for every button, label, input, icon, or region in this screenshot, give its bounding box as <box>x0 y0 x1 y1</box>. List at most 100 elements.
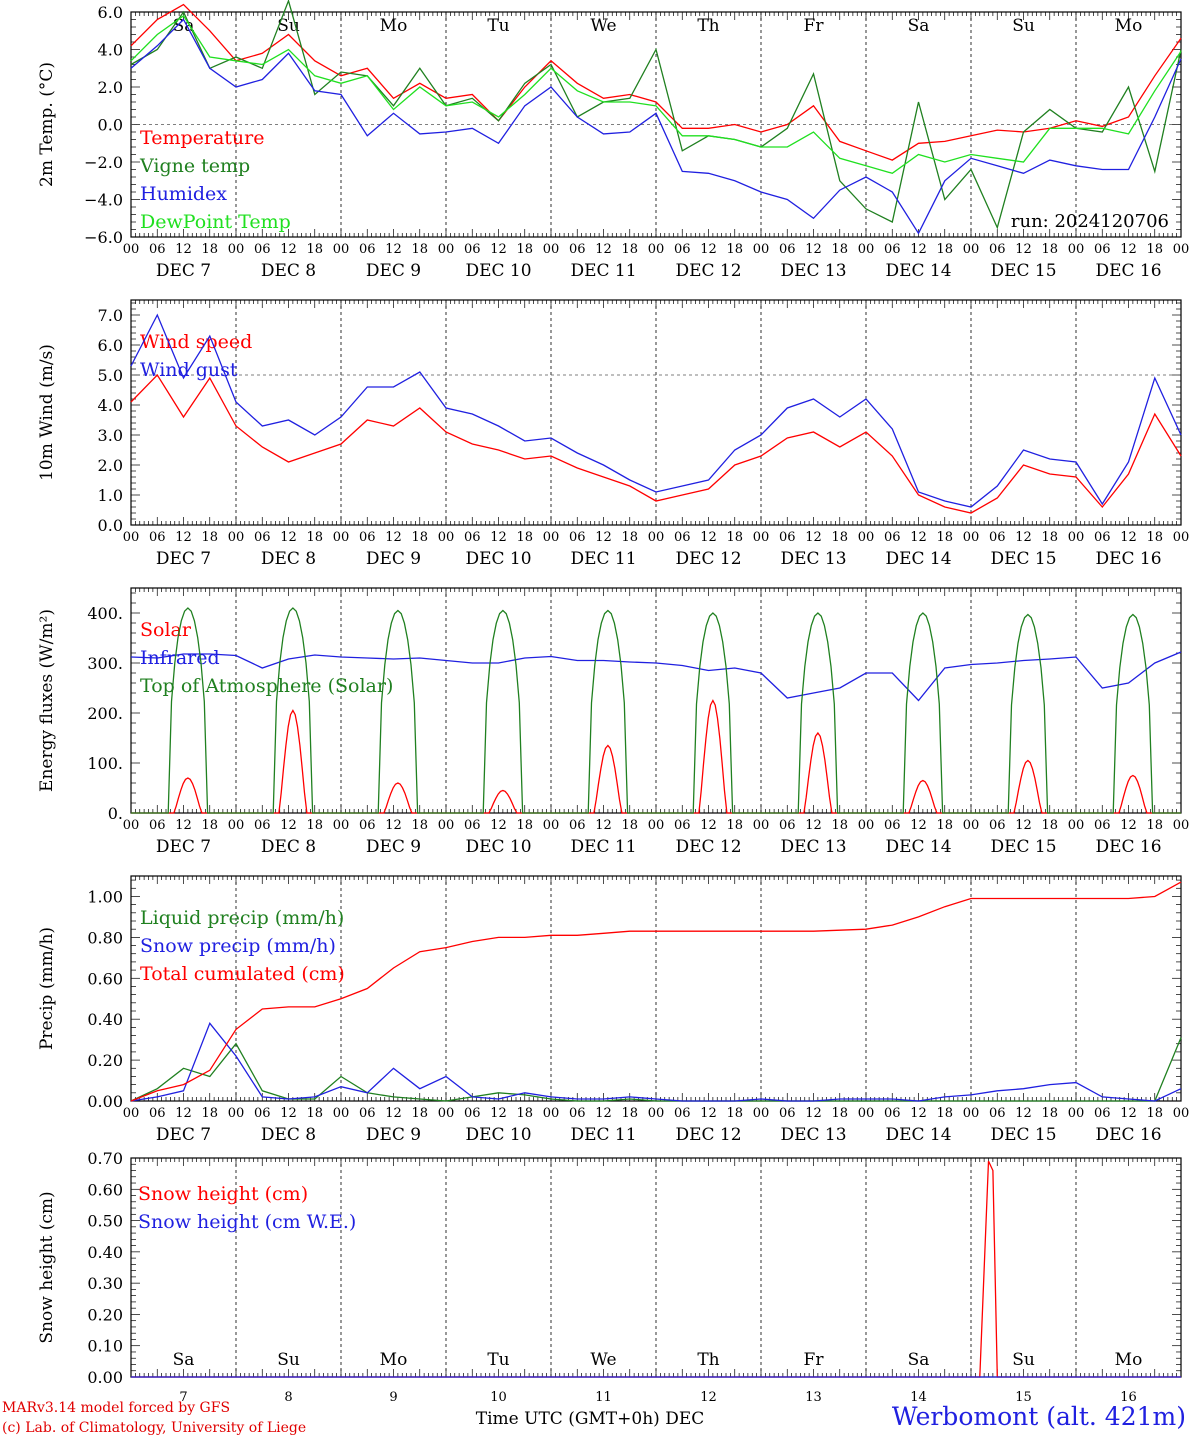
y-axis-label: 10m Wind (m/s) <box>37 344 57 481</box>
hour-tick-label: 06 <box>149 1106 166 1121</box>
hour-tick-label: 06 <box>149 242 166 257</box>
y-tick-label: 0.00 <box>87 1368 123 1387</box>
legend-entry: Snow height (cm W.E.) <box>138 1211 356 1233</box>
hour-tick-label: 12 <box>385 1106 402 1121</box>
series-line <box>130 313 1182 508</box>
hour-tick-label: 06 <box>359 1106 376 1121</box>
hour-tick-label: 06 <box>464 530 481 545</box>
hour-tick-label: 12 <box>1015 242 1032 257</box>
weekday-label: Sa <box>908 1350 930 1370</box>
hour-tick-label: 06 <box>254 530 271 545</box>
hour-tick-label: 12 <box>700 1106 717 1121</box>
series-line <box>130 18 1182 235</box>
hour-tick-label: 06 <box>569 818 586 833</box>
hour-tick-label: 06 <box>779 818 796 833</box>
hour-tick-label: 00 <box>648 530 665 545</box>
y-tick-label: 3.0 <box>98 426 123 445</box>
date-label: DEC 11 <box>570 549 636 569</box>
hour-tick-label: 00 <box>963 818 980 833</box>
hour-tick-label: 00 <box>438 818 455 833</box>
legend-entry: Snow precip (mm/h) <box>140 935 336 957</box>
y-tick-label: 6.0 <box>98 3 123 22</box>
date-label: DEC 10 <box>465 261 531 281</box>
model-credit: MARv3.14 model forced by GFS <box>2 1400 231 1416</box>
date-label: DEC 14 <box>885 1125 951 1145</box>
date-label: DEC 8 <box>261 549 316 569</box>
hour-tick-label: 00 <box>123 1106 140 1121</box>
hour-tick-label: 00 <box>963 242 980 257</box>
date-label: DEC 13 <box>780 549 846 569</box>
hour-tick-label: 06 <box>254 1106 271 1121</box>
legend-entry: Top of Atmosphere (Solar) <box>140 675 393 697</box>
series-line <box>130 651 1182 702</box>
day-number-label: 9 <box>389 1390 397 1405</box>
date-label: DEC 14 <box>885 549 951 569</box>
hour-tick-label: 18 <box>1041 1106 1058 1121</box>
hour-tick-label: 12 <box>805 530 822 545</box>
hour-tick-label: 06 <box>1094 818 1111 833</box>
date-label: DEC 16 <box>1095 837 1161 857</box>
y-tick-label: 1.0 <box>98 486 123 505</box>
hour-tick-label: 18 <box>936 1106 953 1121</box>
hour-tick-label: 06 <box>464 818 481 833</box>
hour-tick-label: 18 <box>621 242 638 257</box>
hour-tick-label: 06 <box>884 242 901 257</box>
weekday-label: Th <box>697 1350 719 1370</box>
date-label: DEC 12 <box>675 549 741 569</box>
date-label: DEC 12 <box>675 1125 741 1145</box>
hour-tick-label: 00 <box>858 1106 875 1121</box>
hour-tick-label: 18 <box>831 530 848 545</box>
hour-tick-label: 18 <box>621 818 638 833</box>
weekday-label: Sa <box>173 16 195 36</box>
hour-tick-label: 00 <box>858 530 875 545</box>
hour-tick-label: 18 <box>936 818 953 833</box>
y-tick-label: 0.10 <box>87 1337 123 1356</box>
date-label: DEC 13 <box>780 1125 846 1145</box>
hour-tick-label: 12 <box>280 530 297 545</box>
hour-tick-label: 18 <box>411 530 428 545</box>
y-tick-label: 400. <box>87 604 123 623</box>
y-tick-label: −2.0 <box>84 153 123 172</box>
hour-tick-label: 18 <box>411 818 428 833</box>
date-label: DEC 11 <box>570 261 636 281</box>
hour-tick-label: 06 <box>254 818 271 833</box>
date-label: DEC 16 <box>1095 261 1161 281</box>
hour-tick-label: 00 <box>333 1106 350 1121</box>
y-tick-label: 0.40 <box>87 1243 123 1262</box>
hour-tick-label: 12 <box>595 242 612 257</box>
series-line <box>130 373 1182 514</box>
date-label: DEC 7 <box>156 837 211 857</box>
hour-tick-label: 00 <box>228 1106 245 1121</box>
hour-tick-label: 18 <box>621 530 638 545</box>
hour-tick-label: 18 <box>201 1106 218 1121</box>
day-number-label: 14 <box>910 1390 927 1405</box>
legend-entry: Snow height (cm) <box>138 1183 308 1205</box>
hour-tick-label: 00 <box>963 530 980 545</box>
hour-tick-label: 18 <box>306 1106 323 1121</box>
hour-tick-label: 12 <box>1015 1106 1032 1121</box>
hour-tick-label: 06 <box>989 818 1006 833</box>
hour-tick-label: 18 <box>201 818 218 833</box>
y-tick-label: 6.0 <box>98 336 123 355</box>
hour-tick-label: 12 <box>805 242 822 257</box>
date-label: DEC 7 <box>156 261 211 281</box>
hour-tick-label: 00 <box>858 242 875 257</box>
hour-tick-label: 12 <box>805 1106 822 1121</box>
hour-tick-label: 00 <box>1068 818 1085 833</box>
weekday-label: Tu <box>487 16 509 36</box>
hour-tick-label: 00 <box>1173 530 1190 545</box>
series-line <box>130 1022 1182 1102</box>
weekday-label: Su <box>1012 16 1035 36</box>
hour-tick-label: 06 <box>989 242 1006 257</box>
hour-tick-label: 18 <box>726 818 743 833</box>
date-label: DEC 8 <box>261 837 316 857</box>
hour-tick-label: 18 <box>306 242 323 257</box>
date-label: DEC 15 <box>990 549 1056 569</box>
legend-entry: Humidex <box>140 183 227 205</box>
day-number-label: 16 <box>1120 1390 1137 1405</box>
hour-tick-label: 12 <box>1015 530 1032 545</box>
hour-tick-label: 06 <box>254 242 271 257</box>
hour-tick-label: 12 <box>175 242 192 257</box>
y-tick-label: 0.20 <box>87 1305 123 1324</box>
hour-tick-label: 06 <box>464 242 481 257</box>
